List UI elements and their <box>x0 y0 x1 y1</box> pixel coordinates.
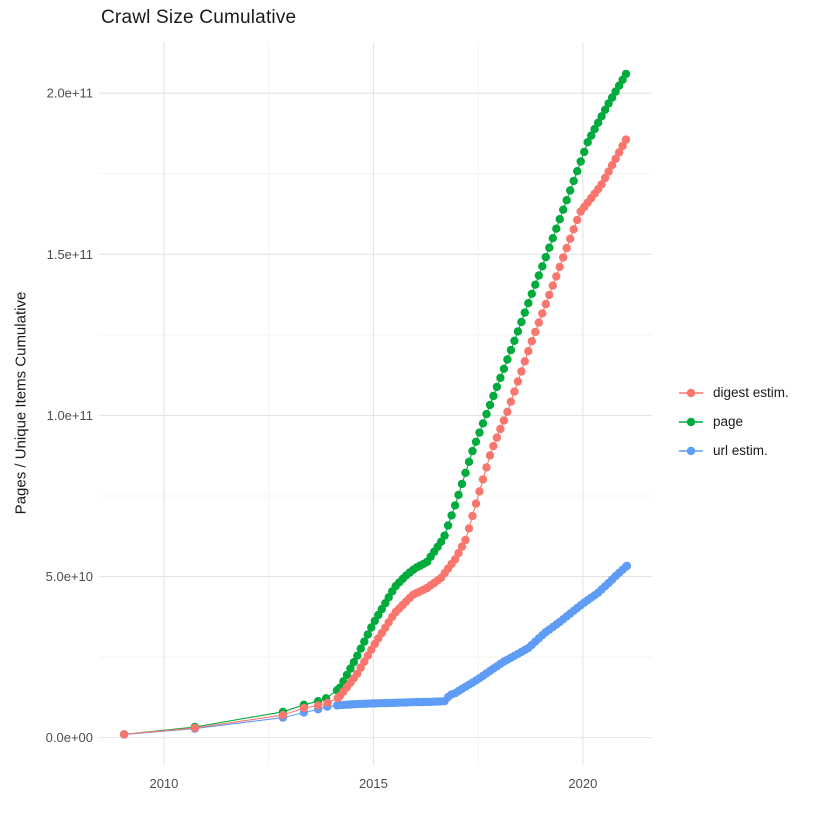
series-url-estim <box>119 561 632 739</box>
legend-key-icon <box>679 417 703 426</box>
series-digest-estim <box>119 135 631 739</box>
legend-key-icon <box>679 446 703 455</box>
x-tick-label: 2015 <box>359 776 388 791</box>
legend-item: url estim. <box>678 436 789 465</box>
y-axis-tick-labels: 0.0e+00 5.0e+10 1.0e+11 1.5e+11 2.0e+11 <box>46 86 93 745</box>
y-tick-label: 2.0e+11 <box>47 86 93 101</box>
x-tick-label: 2020 <box>568 776 597 791</box>
y-tick-label: 1.5e+11 <box>47 247 93 262</box>
legend-label: page <box>713 414 744 429</box>
minor-gridlines <box>99 42 652 765</box>
y-tick-label: 1.0e+11 <box>47 408 93 423</box>
major-gridlines <box>99 42 652 765</box>
legend-item: page <box>678 407 789 436</box>
y-axis-title: Pages / Unique Items Cumulative <box>12 291 30 515</box>
x-axis-tick-labels: 2010 2015 2020 <box>149 776 597 791</box>
data-series-layer <box>119 69 632 739</box>
legend-key-icon <box>679 388 703 397</box>
legend-label: url estim. <box>713 443 768 458</box>
x-tick-label: 2010 <box>149 776 178 791</box>
y-tick-label: 0.0e+00 <box>46 730 93 745</box>
legend-item: digest estim. <box>678 378 789 407</box>
y-tick-label: 5.0e+10 <box>46 569 93 584</box>
chart-title: Crawl Size Cumulative <box>101 7 297 28</box>
legend-label: digest estim. <box>713 385 789 400</box>
legend: digest estim. page url estim. <box>678 378 789 465</box>
